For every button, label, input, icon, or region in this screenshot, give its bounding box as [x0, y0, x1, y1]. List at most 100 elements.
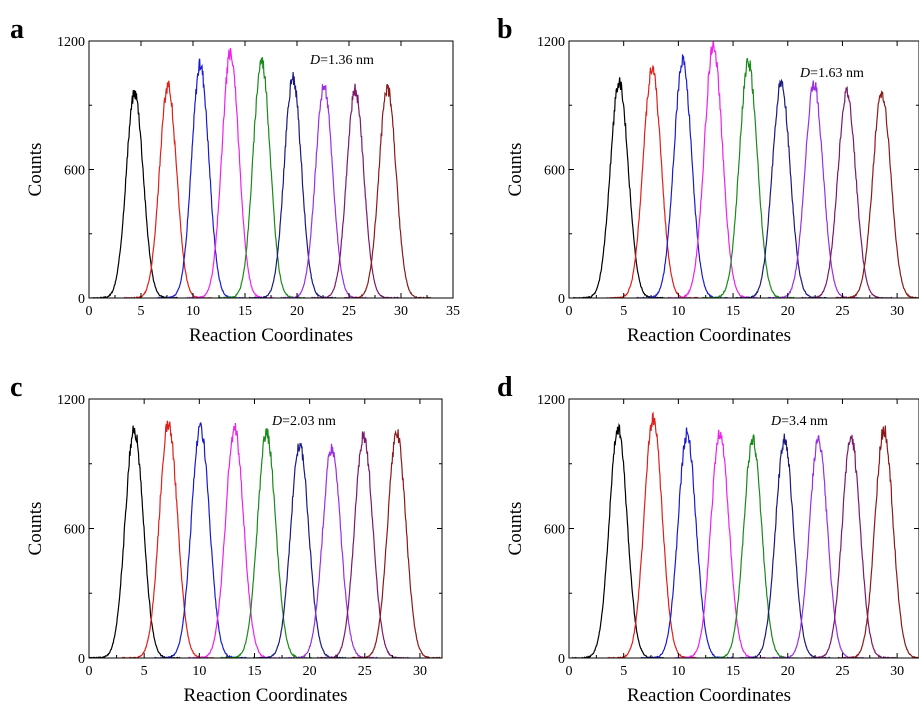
x-tick-label: 20	[290, 304, 304, 319]
x-tick-label: 5	[141, 664, 148, 679]
panel-c: c 0 5 10 15 20 25 30 0 600 1200 Reaction Coordinate…	[10, 372, 443, 706]
x-tick-label: 35	[446, 304, 460, 319]
x-tick-label: 10	[671, 304, 685, 319]
x-tick-label: 0	[86, 304, 93, 319]
series-7-line	[280, 84, 368, 298]
x-tick-label: 10	[192, 664, 206, 679]
series-group	[91, 47, 432, 298]
annotation-symbol: D	[309, 53, 320, 68]
y-axis-title: Counts	[505, 502, 526, 556]
series-9-line	[837, 425, 919, 658]
panel-letter: c	[10, 372, 22, 403]
series-5-line	[702, 57, 795, 298]
panel-d: d 0 5 10 15 20 25 30 0 600 1200 Reaction Coordinate…	[497, 372, 919, 706]
y-tick-label: 1200	[537, 393, 565, 408]
x-tick-label: 0	[566, 304, 573, 319]
series-6-line	[248, 72, 337, 298]
series-group	[89, 420, 442, 658]
series-7-line	[285, 443, 378, 658]
series-2-line	[121, 420, 215, 658]
annotation-symbol: D	[770, 414, 781, 429]
x-axis-title: Reaction Coordinates	[627, 685, 791, 706]
x-axis-title: Reaction Coordinates	[183, 685, 347, 706]
x-tick-label: 15	[726, 304, 740, 319]
series-2-line	[123, 80, 212, 298]
x-tick-label: 25	[835, 664, 849, 679]
annotation-value: =1.63 nm	[810, 66, 864, 81]
series-1-line	[572, 422, 665, 658]
series-9-line	[835, 89, 919, 298]
x-axis-title: Reaction Coordinates	[627, 325, 791, 346]
series-5-line	[219, 428, 313, 658]
y-tick-label: 600	[544, 523, 565, 538]
series-7-line	[768, 80, 860, 298]
x-axis-title: Reaction Coordinates	[189, 325, 353, 346]
series-8-line	[800, 85, 893, 298]
y-tick-label: 0	[78, 292, 85, 307]
y-tick-label: 600	[64, 523, 85, 538]
series-5-line	[706, 434, 799, 658]
x-tick-label: 25	[358, 664, 372, 679]
x-tick-label: 30	[394, 304, 408, 319]
series-3-line	[636, 53, 729, 298]
size-annotation: D=2.03 nm	[271, 414, 336, 429]
series-3-line	[640, 427, 734, 658]
size-annotation: D=1.63 nm	[799, 66, 864, 81]
panel-a: a 0 5 10 15 20 25 30 35 0 600 1200 Reaction Coordina…	[10, 14, 460, 346]
y-tick-label: 0	[78, 652, 85, 667]
series-8-line	[804, 434, 897, 658]
x-tick-label: 0	[566, 664, 573, 679]
x-tick-label: 5	[138, 304, 145, 319]
y-tick-label: 1200	[57, 35, 85, 50]
series-3-line	[154, 421, 247, 658]
plot-frame	[568, 40, 919, 299]
x-tick-label: 10	[671, 664, 685, 679]
y-axis-title: Counts	[505, 143, 526, 197]
size-annotation: D=3.4 nm	[770, 414, 828, 429]
series-7-line	[771, 435, 865, 658]
x-tick-label: 30	[890, 304, 904, 319]
annotation-symbol: D	[799, 66, 810, 81]
x-tick-label: 0	[86, 664, 93, 679]
panel-letter: a	[10, 14, 24, 45]
series-4-line	[673, 429, 766, 658]
series-5-line	[217, 57, 306, 298]
x-tick-label: 15	[247, 664, 261, 679]
series-2-line	[606, 64, 698, 298]
y-tick-label: 0	[558, 292, 565, 307]
y-tick-label: 1200	[537, 35, 565, 50]
panel-letter: d	[497, 372, 513, 403]
series-4-line	[186, 47, 275, 298]
panel-b: b 0 5 10 15 20 25 30 0 600 1200 Reaction Coordinate…	[497, 14, 919, 346]
series-6-line	[735, 78, 828, 298]
series-8-line	[316, 430, 410, 658]
x-tick-label: 5	[620, 664, 627, 679]
series-1-line	[89, 425, 181, 658]
y-axis-title: Counts	[25, 143, 46, 197]
series-group	[573, 41, 919, 298]
series-4-line	[188, 423, 282, 658]
x-tick-label: 25	[342, 304, 356, 319]
annotation-value: =1.36 nm	[320, 53, 374, 68]
annotation-symbol: D	[271, 414, 282, 429]
x-tick-label: 25	[835, 304, 849, 319]
series-6-line	[253, 442, 347, 658]
series-9-line	[343, 83, 432, 298]
x-tick-label: 10	[186, 304, 200, 319]
x-tick-label: 20	[303, 664, 317, 679]
x-tick-label: 30	[413, 664, 427, 679]
series-1-line	[573, 77, 665, 298]
annotation-value: =3.4 nm	[781, 414, 828, 429]
x-tick-label: 20	[781, 304, 795, 319]
y-tick-label: 0	[558, 652, 565, 667]
series-1-line	[91, 89, 179, 298]
annotation-value: =2.03 nm	[282, 414, 336, 429]
x-tick-label: 20	[781, 664, 795, 679]
panel-letter: b	[497, 14, 513, 45]
series-group	[572, 411, 919, 658]
y-tick-label: 1200	[57, 393, 85, 408]
x-tick-label: 5	[620, 304, 627, 319]
x-tick-label: 15	[726, 664, 740, 679]
y-tick-label: 600	[544, 164, 565, 179]
